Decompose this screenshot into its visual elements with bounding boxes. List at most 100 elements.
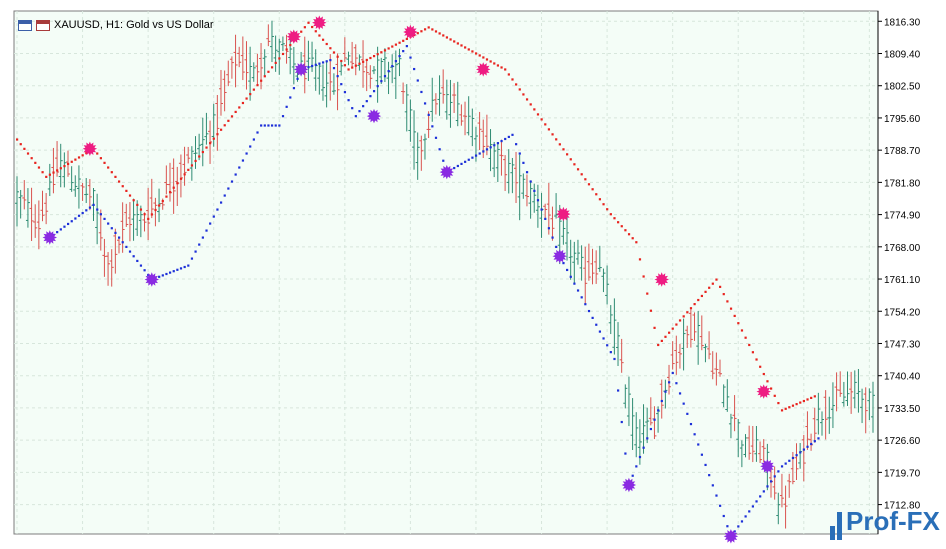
sar-dot-blue <box>409 56 412 59</box>
price-bar <box>240 36 245 81</box>
sar-dot-blue <box>682 402 685 405</box>
sar-dot-blue <box>795 454 798 457</box>
logo-text: Prof-FX <box>846 506 941 536</box>
sar-dot-blue <box>540 208 543 211</box>
sar-dot-blue <box>467 158 470 161</box>
sar-dot-blue <box>314 63 317 66</box>
sar-dot-blue <box>518 152 521 155</box>
price-tick-label: 1781.80 <box>884 178 921 189</box>
price-bar <box>688 309 693 348</box>
price-bar <box>80 183 85 201</box>
sar-dot-red <box>209 142 212 145</box>
sar-dot-red <box>234 110 237 114</box>
price-bar <box>306 40 311 82</box>
sar-dot-red <box>114 175 117 178</box>
price-bar <box>863 387 868 434</box>
sar-dot-red <box>751 351 754 354</box>
sar-dot-blue <box>482 150 485 153</box>
sar-dot-red <box>161 199 164 203</box>
price-bar <box>189 146 194 181</box>
price-tick-label: 1761.10 <box>884 275 921 286</box>
sar-dot-red <box>522 93 525 96</box>
sar-dot-red <box>638 258 642 261</box>
price-bar <box>393 50 398 100</box>
sar-dot-red <box>795 403 798 406</box>
sar-dot-blue <box>365 100 368 103</box>
sar-dot-red <box>500 66 503 69</box>
sar-dot-red <box>733 314 736 318</box>
chart-window-icon[interactable] <box>18 19 32 31</box>
price-bar <box>262 49 267 78</box>
sar-dot-red <box>201 150 204 154</box>
sar-dot-blue <box>759 495 762 498</box>
price-bar <box>18 189 23 219</box>
sar-dot-red <box>117 180 121 183</box>
sar-dot-red <box>340 59 343 63</box>
sar-dot-blue <box>617 389 620 392</box>
sar-dot-blue <box>245 152 248 155</box>
price-bar <box>867 388 872 421</box>
sar-dot-blue <box>733 530 736 533</box>
price-bar <box>182 146 187 186</box>
sar-dot-red <box>26 152 30 155</box>
price-bar <box>280 36 285 52</box>
sar-dot-red <box>587 183 591 186</box>
price-bar <box>634 412 639 458</box>
sar-dot-red <box>241 101 245 105</box>
sar-dot-blue <box>799 451 802 454</box>
sar-dot-red <box>362 60 365 63</box>
sar-dot-blue <box>117 236 121 239</box>
sar-dot-red <box>41 171 44 174</box>
sar-dot-red <box>37 166 41 169</box>
sar-dot-blue <box>143 269 146 272</box>
sar-dot-red <box>613 217 616 220</box>
sar-dot-red <box>660 339 663 342</box>
sar-dot-red <box>591 188 594 191</box>
price-bar <box>532 183 537 213</box>
price-bar <box>350 41 355 68</box>
price-bar <box>707 331 712 360</box>
price-bar <box>841 381 846 407</box>
price-tick-label: 1740.40 <box>884 372 921 383</box>
price-bar <box>761 439 766 463</box>
price-bar <box>517 154 522 221</box>
sar-dot-red <box>682 315 685 318</box>
price-tick-label: 1712.80 <box>884 501 921 512</box>
price-bar <box>718 359 723 377</box>
sar-dot-red <box>693 303 696 306</box>
sar-dot-red <box>285 48 288 51</box>
sar-dot-red <box>30 157 33 160</box>
sar-dot-blue <box>201 236 204 239</box>
sar-dot-red <box>678 319 682 322</box>
price-bar <box>135 200 140 236</box>
sar-dot-red <box>558 143 561 146</box>
sar-dot-red <box>369 56 372 60</box>
sar-dot-red <box>132 199 135 202</box>
price-bar <box>226 60 231 87</box>
price-bar <box>364 59 369 92</box>
chart-window-alt-icon[interactable] <box>36 19 50 31</box>
sar-dot-blue <box>158 275 161 278</box>
sar-dot-red <box>143 213 146 216</box>
sar-dot-red <box>617 221 620 224</box>
sar-dot-blue <box>649 427 653 431</box>
sar-dot-red <box>187 168 190 171</box>
sar-dot-blue <box>318 62 321 65</box>
sar-dot-red <box>675 323 678 326</box>
price-bar <box>860 388 865 424</box>
sar-dot-red <box>431 28 434 31</box>
price-bar <box>736 419 741 458</box>
price-tick-label: 1795.60 <box>884 114 921 125</box>
price-bar <box>138 205 143 238</box>
price-bar <box>510 157 515 194</box>
sar-dot-red <box>434 30 438 33</box>
price-bar <box>25 188 30 228</box>
sar-dot-red <box>482 56 485 59</box>
sar-dot-blue <box>292 87 296 90</box>
price-bar <box>739 440 744 468</box>
sar-dot-red <box>737 322 740 325</box>
price-bar <box>433 93 438 115</box>
price-bar <box>248 46 253 101</box>
